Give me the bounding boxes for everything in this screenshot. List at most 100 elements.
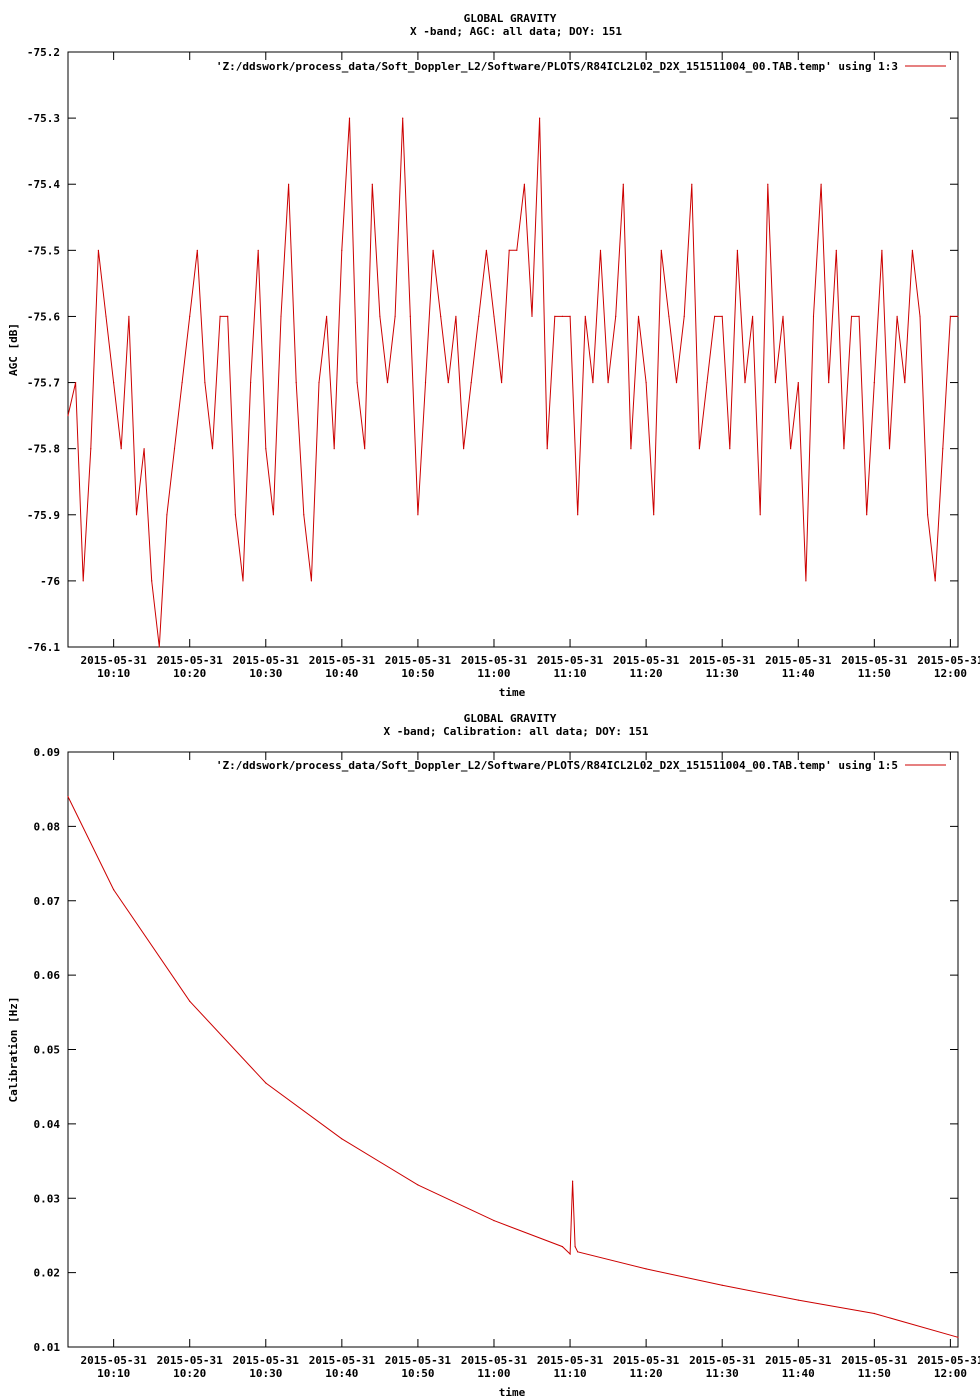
- data-point: [577, 514, 579, 516]
- y-tick-label: 0.05: [34, 1044, 61, 1057]
- data-point: [873, 382, 875, 384]
- data-point: [607, 382, 609, 384]
- y-tick-label: -76: [40, 575, 60, 588]
- x-tick-time: 11:20: [630, 667, 663, 680]
- data-point: [424, 382, 427, 384]
- data-point: [645, 382, 647, 384]
- data-point: [927, 514, 929, 516]
- data-point: [227, 315, 229, 317]
- data-point: [265, 1082, 267, 1084]
- data-point: [158, 646, 160, 648]
- data-point: [120, 448, 122, 450]
- data-point: [151, 580, 153, 582]
- y-tick-label: -75.8: [27, 443, 60, 456]
- data-point: [523, 183, 526, 185]
- data-point: [478, 315, 480, 317]
- data-point: [546, 448, 548, 450]
- data-point: [812, 315, 815, 317]
- x-axis-label: time: [499, 686, 526, 699]
- data-point: [577, 1251, 579, 1253]
- data-point: [599, 249, 602, 251]
- data-point: [143, 448, 145, 450]
- data-point: [767, 183, 769, 185]
- data-point: [957, 1336, 959, 1338]
- data-point: [911, 249, 914, 251]
- data-point: [67, 796, 69, 798]
- data-point: [881, 249, 883, 251]
- data-point: [820, 183, 822, 185]
- legend-label: 'Z:/ddswork/process_data/Soft_Doppler_L2…: [216, 759, 898, 772]
- data-point: [402, 117, 404, 119]
- data-point: [729, 448, 731, 450]
- data-point: [379, 315, 381, 317]
- data-point: [949, 315, 952, 317]
- data-point: [250, 382, 252, 384]
- x-tick-time: 11:00: [477, 1367, 510, 1380]
- data-point: [934, 580, 936, 582]
- data-point: [896, 315, 898, 317]
- data-point: [516, 249, 518, 251]
- data-point: [957, 315, 959, 317]
- data-point: [561, 315, 564, 317]
- x-tick-date: 2015-05-31: [917, 654, 980, 667]
- y-tick-label: -76.1: [27, 641, 60, 654]
- x-tick-date: 2015-05-31: [841, 654, 908, 667]
- legend-label: 'Z:/ddswork/process_data/Soft_Doppler_L2…: [216, 60, 898, 73]
- data-point: [82, 580, 84, 582]
- data-point: [569, 315, 571, 317]
- x-tick-date: 2015-05-31: [309, 1354, 376, 1367]
- data-point: [759, 514, 761, 516]
- data-point: [409, 315, 411, 317]
- data-point: [105, 315, 107, 317]
- x-tick-time: 10:30: [249, 667, 282, 680]
- data-point: [653, 514, 655, 516]
- data-point: [417, 514, 419, 516]
- plot-frame: [67, 751, 959, 1348]
- data-point: [90, 448, 92, 450]
- data-point: [234, 514, 236, 516]
- y-tick-label: 0.01: [34, 1341, 61, 1354]
- x-axis-label: time: [499, 1386, 526, 1399]
- data-point: [835, 249, 837, 251]
- x-tick-date: 2015-05-31: [689, 1354, 756, 1367]
- data-point: [637, 315, 640, 317]
- x-tick-time: 12:00: [934, 1367, 967, 1380]
- data-point: [714, 315, 716, 317]
- data-point: [173, 448, 176, 450]
- data-point: [850, 315, 853, 317]
- x-tick-time: 10:40: [325, 667, 358, 680]
- x-tick-time: 10:10: [97, 1367, 130, 1380]
- data-point: [386, 382, 389, 384]
- data-point: [828, 382, 830, 384]
- data-point: [280, 315, 282, 317]
- data-point: [622, 183, 624, 185]
- x-tick-date: 2015-05-31: [157, 654, 224, 667]
- data-point: [295, 382, 297, 384]
- data-point: [790, 448, 792, 450]
- x-tick-date: 2015-05-31: [765, 1354, 832, 1367]
- x-tick-time: 11:10: [553, 667, 586, 680]
- data-point: [858, 315, 860, 317]
- x-tick-date: 2015-05-31: [689, 654, 756, 667]
- x-tick-time: 12:00: [934, 667, 967, 680]
- y-tick-label: -75.4: [27, 178, 60, 191]
- data-point: [463, 448, 465, 450]
- data-point: [721, 315, 723, 317]
- data-point: [341, 1138, 343, 1140]
- data-point: [660, 249, 662, 251]
- data-point: [242, 580, 244, 582]
- y-tick-label: -75.3: [27, 112, 60, 125]
- data-point: [675, 382, 678, 384]
- x-tick-time: 10:30: [249, 1367, 282, 1380]
- x-tick-time: 11:40: [782, 1367, 815, 1380]
- y-tick-label: 0.07: [34, 895, 61, 908]
- x-tick-time: 10:20: [173, 1367, 206, 1380]
- y-tick-label: -75.6: [27, 310, 60, 323]
- data-point: [569, 1253, 571, 1255]
- data-point: [272, 514, 274, 516]
- data-point: [942, 448, 944, 450]
- data-point: [501, 382, 503, 384]
- data-point: [204, 382, 206, 384]
- data-point: [572, 1180, 574, 1182]
- x-tick-time: 11:30: [706, 1367, 739, 1380]
